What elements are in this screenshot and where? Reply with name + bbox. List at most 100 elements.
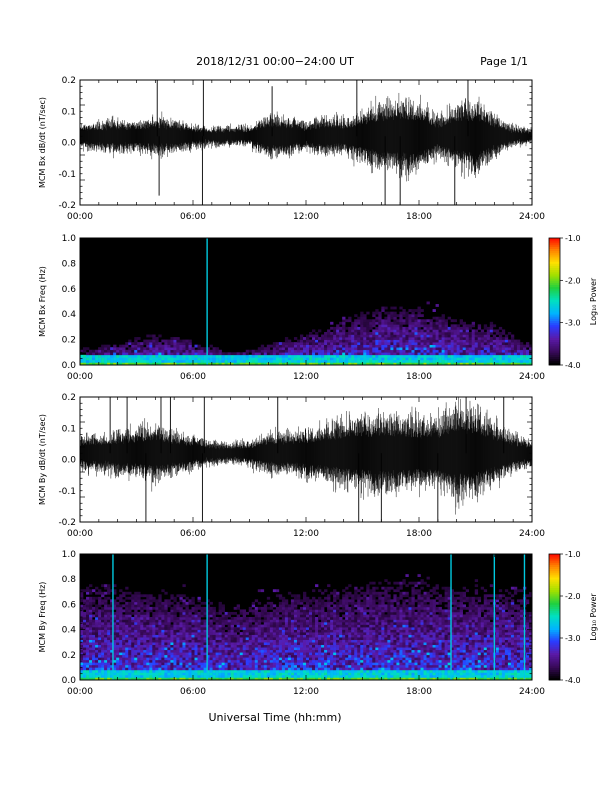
spectrogram-cell bbox=[230, 632, 234, 635]
spectrogram-cell bbox=[251, 674, 256, 678]
spectrogram-cell bbox=[194, 642, 198, 646]
spectrogram-cell bbox=[269, 349, 274, 353]
spectrogram-cell bbox=[284, 657, 289, 661]
spectrogram-cell bbox=[342, 627, 346, 630]
spectrogram-cell bbox=[432, 326, 436, 330]
spectrogram-cell bbox=[224, 614, 228, 618]
spectrogram-cell bbox=[287, 637, 292, 640]
spectrogram-cell bbox=[257, 664, 262, 668]
spectrogram-cell bbox=[182, 662, 186, 666]
spectrogram-cell bbox=[134, 617, 138, 620]
spectrogram-cell bbox=[197, 662, 201, 666]
spectrogram-cell bbox=[83, 642, 87, 646]
spectrogram-cell bbox=[393, 331, 397, 335]
spectrogram-cell bbox=[296, 669, 301, 673]
spectrogram-cell bbox=[272, 639, 277, 643]
spectrogram-cell bbox=[504, 344, 509, 348]
spectrogram-cell bbox=[296, 632, 301, 635]
spectrogram-cell bbox=[173, 349, 177, 353]
spectrogram-cell bbox=[411, 359, 415, 363]
spectrogram-cell bbox=[242, 354, 247, 358]
spectrogram-cell bbox=[417, 306, 421, 310]
spectrogram-cell bbox=[209, 644, 213, 648]
spectrogram-cell bbox=[194, 634, 198, 638]
spectrogram-cell bbox=[266, 596, 271, 600]
spectrogram-cell bbox=[444, 321, 448, 325]
spectrogram-cell bbox=[269, 617, 274, 620]
spectrogram-cell bbox=[281, 352, 286, 356]
spectrogram-cell bbox=[351, 344, 355, 348]
spectrogram-cell bbox=[306, 342, 310, 345]
spectrogram-cell bbox=[299, 606, 304, 610]
spectrogram-cell bbox=[224, 654, 228, 658]
spectrogram-cell bbox=[194, 664, 198, 668]
spectrogram-cell bbox=[218, 606, 222, 610]
spectrogram-cell bbox=[239, 634, 244, 638]
spectrogram-cell bbox=[149, 667, 153, 671]
spectrogram-cell bbox=[336, 639, 340, 643]
spectrogram-cell bbox=[278, 639, 283, 643]
spectrogram-cell bbox=[438, 316, 442, 320]
spectrogram-cell bbox=[164, 359, 168, 363]
x-tick-label: 00:00 bbox=[67, 372, 93, 382]
spectrogram-cell bbox=[266, 606, 271, 610]
spectrogram-cell bbox=[281, 599, 286, 603]
spectrogram-cell bbox=[321, 627, 325, 630]
spectrogram-cell bbox=[230, 634, 234, 638]
spectrogram-cell bbox=[306, 639, 310, 643]
spectrogram-cell bbox=[293, 622, 298, 625]
spectrogram-cell bbox=[257, 359, 262, 363]
spectrogram-cell bbox=[110, 619, 114, 623]
spectrogram-cell bbox=[357, 326, 361, 330]
spectrogram-cell bbox=[309, 629, 313, 633]
spectrogram-cell bbox=[321, 614, 325, 618]
spectrogram-cell bbox=[161, 611, 165, 615]
spectrogram-cell bbox=[242, 677, 247, 681]
spectrogram-cell bbox=[372, 334, 376, 338]
spectrogram-cell bbox=[128, 662, 132, 666]
spectrogram-cell bbox=[80, 604, 84, 608]
spectrogram-cell bbox=[426, 344, 430, 348]
spectrogram-cell bbox=[348, 349, 352, 353]
spectrogram-cell bbox=[140, 352, 144, 356]
spectrogram-cell bbox=[321, 617, 325, 620]
spectrogram-cell bbox=[86, 677, 90, 681]
spectrogram-cell bbox=[318, 667, 322, 671]
spectrogram-cell bbox=[113, 349, 117, 353]
spectrogram-cell bbox=[333, 329, 337, 333]
spectrogram-cell bbox=[119, 672, 123, 676]
spectrogram-cell bbox=[360, 319, 364, 323]
spectrogram-cell bbox=[309, 644, 313, 648]
spectrogram-cell bbox=[336, 339, 340, 343]
spectrogram-cell bbox=[336, 647, 340, 651]
spectrogram-cell bbox=[113, 642, 117, 646]
spectrogram-cell bbox=[143, 614, 147, 618]
spectrogram-cell bbox=[393, 334, 397, 338]
spectrogram-cell bbox=[215, 611, 219, 615]
spectrogram-cell bbox=[164, 609, 168, 613]
spectrogram-cell bbox=[281, 614, 286, 618]
spectrogram-cell bbox=[95, 657, 99, 661]
spectrogram-cell bbox=[86, 667, 90, 671]
spectrogram-cell bbox=[119, 614, 123, 618]
spectrogram-cell bbox=[299, 611, 304, 615]
spectrogram-cell bbox=[299, 352, 304, 356]
spectrogram-cell bbox=[224, 634, 228, 638]
spectrogram-cell bbox=[498, 344, 503, 348]
spectrogram-cell bbox=[333, 667, 337, 671]
spectrogram-cell bbox=[501, 357, 506, 361]
spectrogram-cell bbox=[113, 629, 117, 633]
spectrogram-cell bbox=[167, 347, 171, 351]
spectrogram-cell bbox=[290, 659, 295, 663]
spectrogram-cell bbox=[233, 659, 237, 663]
spectrogram-cell bbox=[263, 669, 268, 673]
spectrogram-cell bbox=[185, 639, 189, 643]
spectrogram-cell bbox=[501, 331, 506, 335]
spectrogram-cell bbox=[351, 359, 355, 363]
spectrogram-cell bbox=[209, 674, 213, 678]
spectrogram-cell bbox=[312, 674, 316, 678]
spectrogram-cell bbox=[209, 614, 213, 618]
spectrogram-cell bbox=[125, 591, 129, 595]
spectrogram-cell bbox=[327, 664, 331, 668]
spectrogram-cell bbox=[197, 674, 201, 678]
